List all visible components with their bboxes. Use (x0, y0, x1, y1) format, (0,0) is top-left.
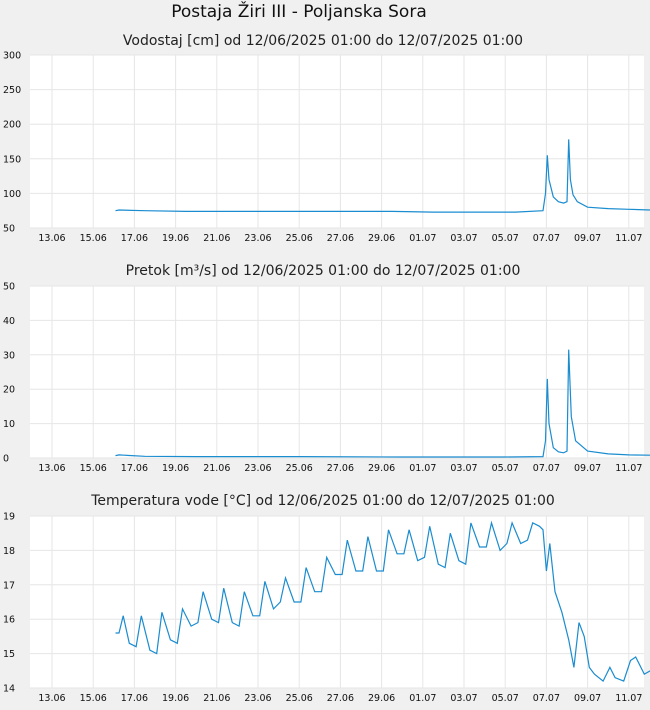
x-tick-label: 25.06 (286, 463, 313, 474)
x-tick-label: 19.06 (162, 463, 189, 474)
x-tick-label: 13.06 (38, 233, 65, 244)
y-tick-label: 40 (3, 316, 15, 327)
series-line (115, 139, 650, 213)
x-tick-label: 21.06 (203, 693, 230, 704)
x-tick-label: 05.07 (492, 693, 519, 704)
x-tick-label: 27.06 (327, 693, 354, 704)
x-tick-label: 29.06 (368, 233, 395, 244)
chart-panel-1: Vodostaj [cm] od 12/06/2025 01:00 do 12/… (3, 33, 650, 244)
page-title: Postaja Žiri III - Poljanska Sora (171, 2, 427, 22)
chart-title: Vodostaj [cm] od 12/06/2025 01:00 do 12/… (123, 33, 523, 49)
x-tick-label: 17.06 (121, 233, 148, 244)
y-tick-label: 17 (3, 580, 15, 591)
x-tick-label: 01.07 (409, 463, 436, 474)
x-tick-label: 11.07 (615, 693, 642, 704)
x-tick-label: 23.06 (244, 463, 271, 474)
x-tick-label: 03.07 (450, 693, 477, 704)
x-tick-label: 23.06 (244, 233, 271, 244)
y-tick-label: 150 (3, 154, 21, 165)
x-tick-label: 01.07 (409, 233, 436, 244)
x-tick-label: 19.06 (162, 693, 189, 704)
y-tick-label: 50 (3, 282, 15, 293)
x-tick-label: 17.06 (121, 463, 148, 474)
x-tick-label: 21.06 (203, 463, 230, 474)
chart-title: Pretok [m³/s] od 12/06/2025 01:00 do 12/… (126, 263, 521, 279)
chart-panel-3: Temperatura vode [°C] od 12/06/2025 01:0… (3, 493, 650, 704)
y-tick-label: 200 (3, 120, 21, 131)
y-tick-label: 100 (3, 189, 21, 200)
y-tick-label: 30 (3, 350, 15, 361)
y-tick-label: 300 (3, 51, 21, 62)
y-tick-label: 14 (3, 684, 15, 695)
x-tick-label: 07.07 (533, 693, 560, 704)
x-tick-label: 27.06 (327, 463, 354, 474)
x-tick-label: 23.06 (244, 693, 271, 704)
x-tick-label: 09.07 (574, 233, 601, 244)
x-tick-label: 03.07 (450, 233, 477, 244)
x-tick-label: 15.06 (80, 693, 107, 704)
y-tick-label: 50 (3, 224, 15, 235)
y-tick-label: 18 (3, 546, 15, 557)
chart-panel-2: Pretok [m³/s] od 12/06/2025 01:00 do 12/… (3, 263, 650, 474)
y-tick-label: 0 (3, 454, 9, 465)
x-tick-label: 25.06 (286, 233, 313, 244)
x-tick-label: 15.06 (80, 463, 107, 474)
x-tick-label: 09.07 (574, 463, 601, 474)
chart-title: Temperatura vode [°C] od 12/06/2025 01:0… (90, 493, 555, 509)
x-tick-label: 29.06 (368, 693, 395, 704)
x-tick-label: 15.06 (80, 233, 107, 244)
x-tick-label: 27.06 (327, 233, 354, 244)
x-tick-label: 17.06 (121, 693, 148, 704)
x-tick-label: 05.07 (492, 233, 519, 244)
series-line (115, 520, 650, 683)
x-tick-label: 13.06 (38, 463, 65, 474)
y-tick-label: 15 (3, 649, 15, 660)
x-tick-label: 25.06 (286, 693, 313, 704)
series-line (115, 349, 650, 458)
x-tick-label: 01.07 (409, 693, 436, 704)
y-tick-label: 10 (3, 419, 15, 430)
plot-area (30, 55, 644, 228)
x-tick-label: 03.07 (450, 463, 477, 474)
x-tick-label: 13.06 (38, 693, 65, 704)
x-tick-label: 07.07 (533, 463, 560, 474)
y-tick-label: 16 (3, 615, 15, 626)
x-tick-label: 11.07 (615, 233, 642, 244)
x-tick-label: 07.07 (533, 233, 560, 244)
x-tick-label: 11.07 (615, 463, 642, 474)
x-tick-label: 05.07 (492, 463, 519, 474)
x-tick-label: 21.06 (203, 233, 230, 244)
y-tick-label: 20 (3, 385, 15, 396)
x-tick-label: 29.06 (368, 463, 395, 474)
y-tick-label: 250 (3, 85, 21, 96)
plot-area (30, 286, 644, 458)
x-tick-label: 09.07 (574, 693, 601, 704)
x-tick-label: 19.06 (162, 233, 189, 244)
plot-area (30, 516, 644, 688)
y-tick-label: 19 (3, 512, 15, 523)
